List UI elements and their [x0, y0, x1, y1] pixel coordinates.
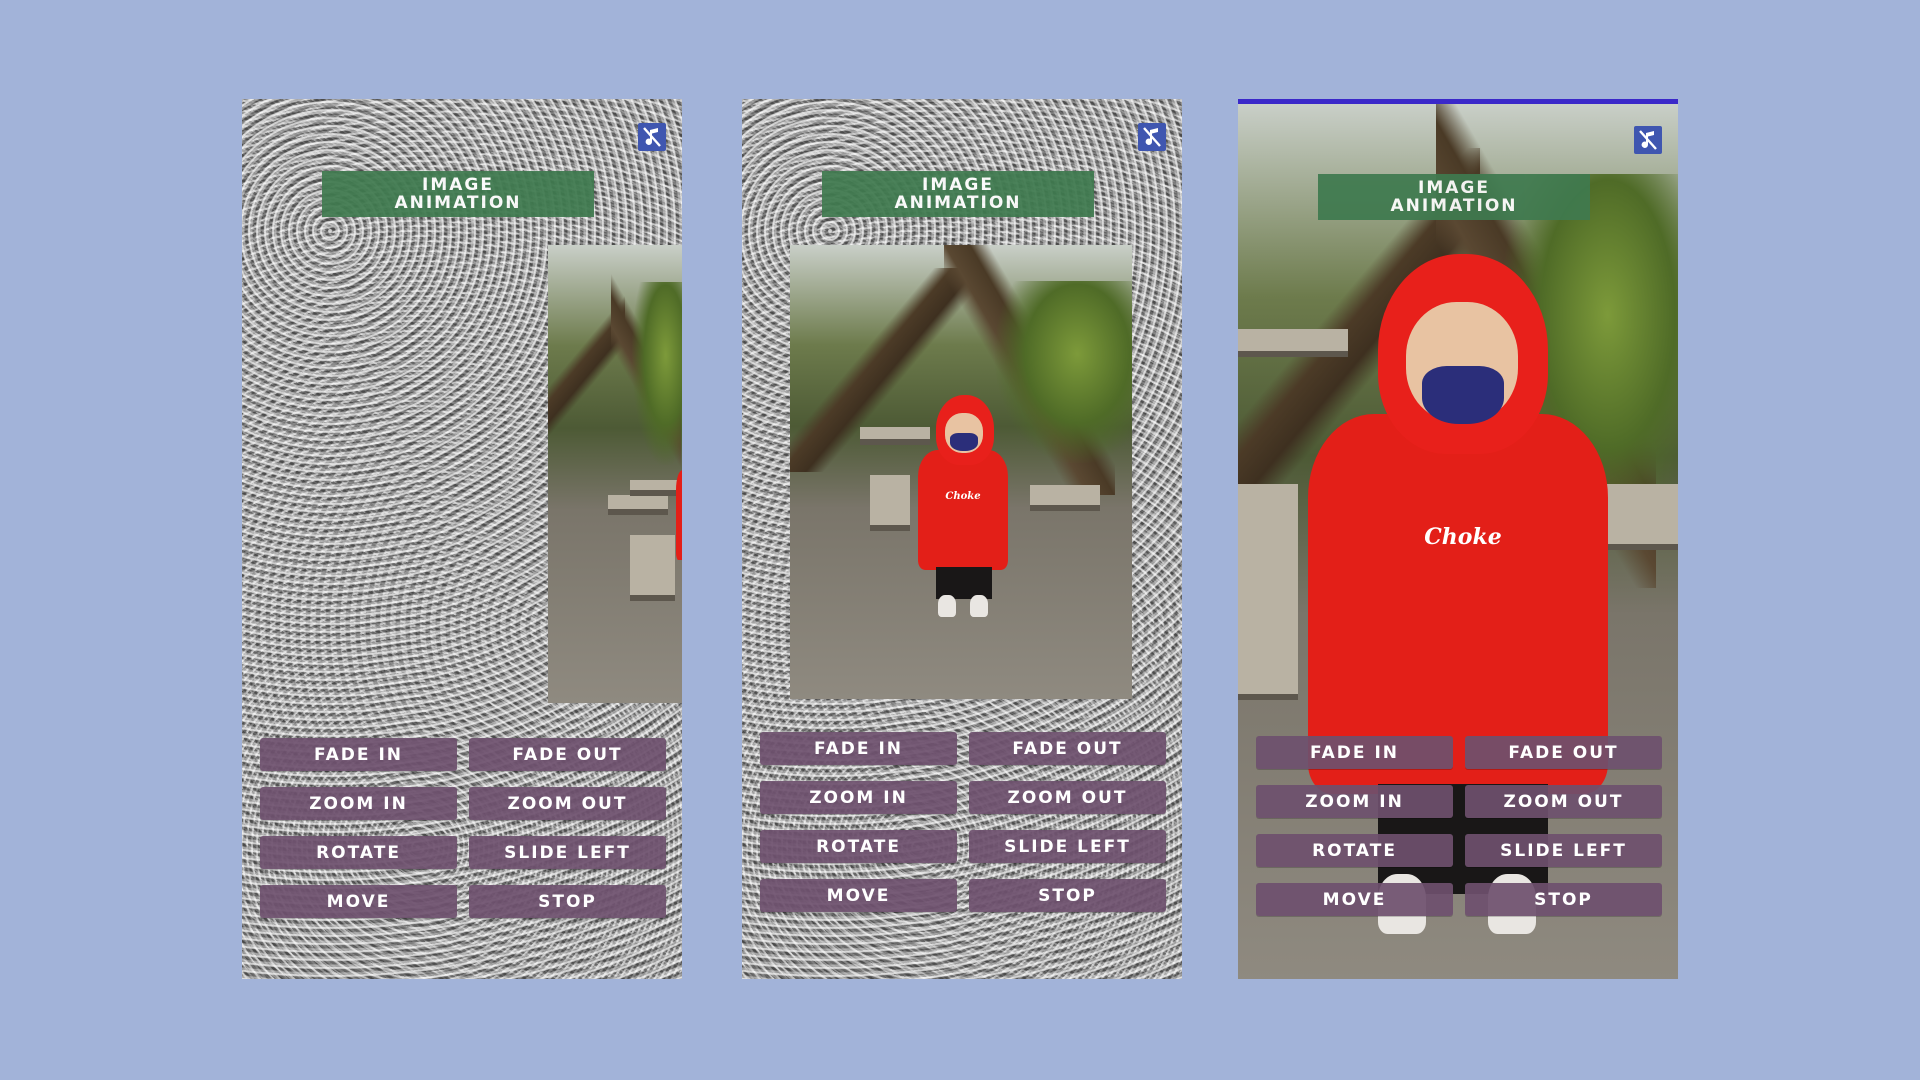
title-line-2: ANIMATION: [894, 193, 1022, 213]
music-note-off-icon[interactable]: [638, 123, 666, 151]
fade-out-button[interactable]: FADE OUT: [469, 738, 666, 771]
slide-left-button[interactable]: SLIDE LEFT: [1465, 834, 1662, 867]
phone-screen-centered: Choke IMAGE ANIMATION FADE IN FADE OUT Z…: [742, 99, 1182, 979]
phone-screen-zoomed: Choke IMAGE ANIMATION FADE IN FADE OUT Z…: [1238, 99, 1678, 979]
slide-left-button[interactable]: SLIDE LEFT: [969, 830, 1166, 863]
zoom-in-button[interactable]: ZOOM IN: [260, 787, 457, 820]
fade-out-button[interactable]: FADE OUT: [1465, 736, 1662, 769]
fade-out-button[interactable]: FADE OUT: [969, 732, 1166, 765]
move-button[interactable]: MOVE: [260, 885, 457, 918]
music-note-off-icon[interactable]: [1138, 123, 1166, 151]
animated-photo: Choke: [790, 245, 1132, 699]
title-line-1: IMAGE: [1418, 178, 1490, 198]
hoodie-logo: Choke: [1424, 524, 1502, 550]
stop-button[interactable]: STOP: [469, 885, 666, 918]
title-line-2: ANIMATION: [394, 193, 522, 213]
fade-in-button[interactable]: FADE IN: [260, 738, 457, 771]
slide-left-button[interactable]: SLIDE LEFT: [469, 836, 666, 869]
animated-photo: [548, 245, 682, 703]
page-title: IMAGE ANIMATION: [1318, 174, 1590, 220]
move-button[interactable]: MOVE: [760, 879, 957, 912]
title-line-1: IMAGE: [422, 175, 494, 195]
fade-in-button[interactable]: FADE IN: [1256, 736, 1453, 769]
zoom-in-button[interactable]: ZOOM IN: [760, 781, 957, 814]
animated-photo: Choke: [1238, 104, 1678, 979]
music-note-off-icon[interactable]: [1634, 126, 1662, 154]
rotate-button[interactable]: ROTATE: [1256, 834, 1453, 867]
zoom-out-button[interactable]: ZOOM OUT: [469, 787, 666, 820]
phone-screen-slide: IMAGE ANIMATION FADE IN FADE OUT ZOOM IN…: [242, 99, 682, 979]
title-line-1: IMAGE: [922, 175, 994, 195]
zoom-in-button[interactable]: ZOOM IN: [1256, 785, 1453, 818]
move-button[interactable]: MOVE: [1256, 883, 1453, 916]
zoom-out-button[interactable]: ZOOM OUT: [1465, 785, 1662, 818]
rotate-button[interactable]: ROTATE: [260, 836, 457, 869]
page-title: IMAGE ANIMATION: [322, 171, 594, 217]
hoodie-logo: Choke: [945, 491, 981, 502]
stop-button[interactable]: STOP: [1465, 883, 1662, 916]
rotate-button[interactable]: ROTATE: [760, 830, 957, 863]
animation-controls: FADE IN FADE OUT ZOOM IN ZOOM OUT ROTATE…: [760, 732, 1166, 912]
animation-controls: FADE IN FADE OUT ZOOM IN ZOOM OUT ROTATE…: [260, 738, 666, 918]
page-title: IMAGE ANIMATION: [822, 171, 1094, 217]
fade-in-button[interactable]: FADE IN: [760, 732, 957, 765]
zoom-out-button[interactable]: ZOOM OUT: [969, 781, 1166, 814]
title-line-2: ANIMATION: [1390, 196, 1518, 216]
animation-controls: FADE IN FADE OUT ZOOM IN ZOOM OUT ROTATE…: [1256, 736, 1662, 916]
stop-button[interactable]: STOP: [969, 879, 1166, 912]
